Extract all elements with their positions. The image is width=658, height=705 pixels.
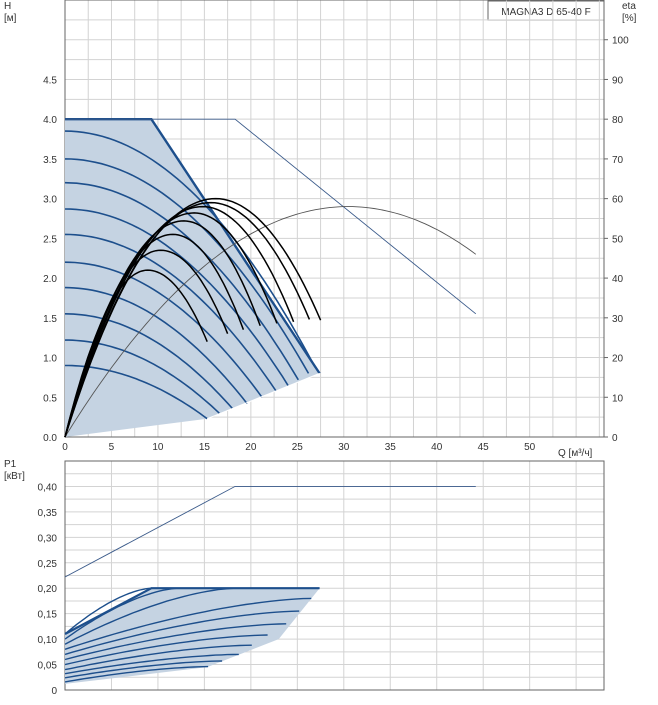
- power-reference-curve: [64, 485, 476, 578]
- head-tick-label: 4.0: [43, 115, 57, 126]
- eta-tick-label: 80: [612, 115, 624, 126]
- x-tick-label: 25: [292, 442, 304, 453]
- head-tick-label: 1.5: [43, 314, 57, 325]
- reference-max-curve: [65, 118, 477, 315]
- x-tick-label: 5: [109, 442, 115, 453]
- head-tick-label: 0.5: [43, 393, 57, 404]
- head-tick-label: 2.5: [43, 234, 57, 245]
- pump-curve: [64, 286, 248, 405]
- flow-axis-label: Q [м³/ч]: [558, 448, 593, 459]
- power-curve: [64, 634, 268, 666]
- power-chart: 0 0,05 0,10 0,15 0,20 0,25 0,30 0,35 0,40: [38, 460, 605, 697]
- power-curve: [64, 597, 312, 650]
- chart-title: MAGNA3 D 65-40 F: [501, 7, 590, 18]
- head-axis-label: H: [4, 1, 11, 12]
- power-max-edge: [64, 587, 320, 635]
- power-axis-unit: [кВт]: [4, 471, 25, 482]
- pump-curve: [64, 158, 310, 374]
- eta-tick-label: 60: [612, 195, 624, 206]
- x-tick-label: 0: [62, 442, 68, 453]
- power-curve: [64, 653, 239, 675]
- efficiency-curve: [64, 206, 477, 438]
- head-tick-label: 2.0: [43, 274, 57, 285]
- pump-curve: [64, 261, 263, 398]
- operating-range-area: [65, 119, 320, 437]
- head-tick-label: 1.0: [43, 354, 57, 365]
- pump-curve: [64, 130, 316, 368]
- power-tick-label: 0,15: [38, 610, 58, 621]
- power-range-area: [65, 588, 320, 684]
- power-tick-label: 0: [51, 686, 57, 697]
- x-tick-label: 30: [338, 442, 350, 453]
- eta-tick-label: 100: [612, 36, 629, 47]
- x-tick-label: 15: [199, 442, 211, 453]
- efficiency-contour: [64, 212, 278, 438]
- eta-axis-unit: [%]: [622, 13, 637, 24]
- pump-curve: [64, 181, 299, 381]
- x-tick-label: 10: [152, 442, 164, 453]
- power-tick-label: 0,05: [38, 661, 58, 672]
- power-axis-label: P1: [4, 459, 17, 470]
- power-curve: [64, 660, 223, 679]
- pump-curve: [64, 233, 277, 392]
- eta-tick-label: 10: [612, 393, 624, 404]
- power-curve: [64, 623, 287, 661]
- head-chart: 0 5 10 15 20 25 30 35 40 45 50 0.0 0.5 1.0 1.5 2.0 2.5 3.…: [43, 0, 629, 453]
- power-tick-label: 0,10: [38, 635, 58, 646]
- power-curve: [64, 644, 252, 671]
- eta-tick-label: 70: [612, 155, 624, 166]
- x-tick-label: 20: [245, 442, 257, 453]
- power-tick-label: 0,20: [38, 584, 58, 595]
- eta-tick-label: 50: [612, 234, 624, 245]
- eta-tick-label: 20: [612, 354, 624, 365]
- head-tick-label: 0.0: [43, 433, 57, 444]
- power-curve: [64, 587, 236, 645]
- head-axis-unit: [м]: [4, 13, 17, 24]
- power-tick-label: 0,25: [38, 559, 58, 570]
- power-tick-label: 0,30: [38, 533, 58, 544]
- efficiency-contour: [64, 205, 295, 438]
- plot-frame: [64, 460, 605, 691]
- pump-curve: [65, 339, 220, 414]
- head-tick-label: 3.0: [43, 195, 57, 206]
- x-tick-label: 50: [524, 442, 536, 453]
- min-curve-edge: [207, 372, 320, 420]
- x-tick-label: 35: [385, 442, 397, 453]
- eta-axis-label: eta: [622, 1, 636, 12]
- x-tick-label: 40: [431, 442, 443, 453]
- power-tick-label: 0,35: [38, 508, 58, 519]
- power-curve: [64, 587, 152, 635]
- eta-tick-label: 30: [612, 314, 624, 325]
- power-curve: [64, 665, 209, 683]
- head-tick-label: 4.5: [43, 75, 57, 86]
- x-tick-label: 45: [478, 442, 490, 453]
- pump-curve: [64, 208, 289, 386]
- efficiency-contour: [64, 269, 208, 438]
- eta-tick-label: 0: [612, 433, 618, 444]
- pump-curve: [64, 313, 233, 409]
- head-tick-label: 3.5: [43, 155, 57, 166]
- eta-tick-label: 40: [612, 274, 624, 285]
- power-tick-label: 0,40: [38, 482, 58, 493]
- power-curve: [64, 610, 300, 656]
- eta-tick-label: 90: [612, 75, 624, 86]
